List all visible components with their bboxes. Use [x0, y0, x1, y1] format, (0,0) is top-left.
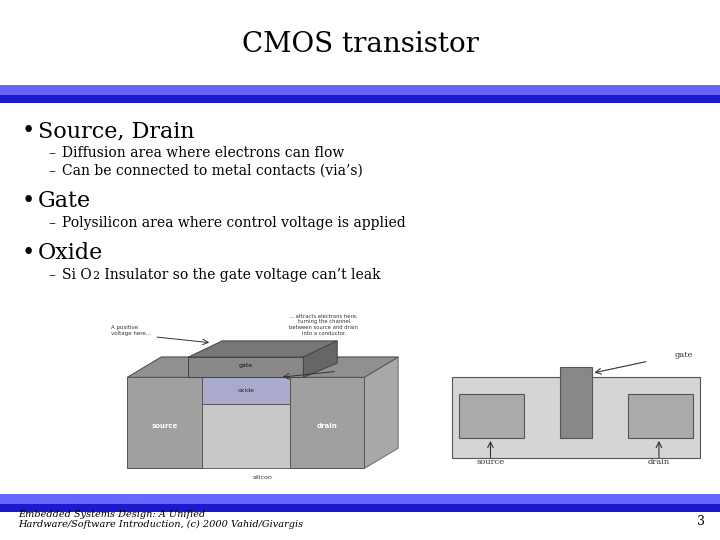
Text: source: source — [477, 458, 505, 467]
Bar — [560, 367, 592, 438]
Text: Polysilicon area where control voltage is applied: Polysilicon area where control voltage i… — [62, 216, 406, 230]
Text: –: – — [48, 164, 55, 178]
Polygon shape — [290, 357, 398, 377]
Bar — [0, 494, 720, 512]
Text: 2: 2 — [92, 271, 99, 281]
Text: Gate: Gate — [38, 190, 91, 212]
Text: –: – — [48, 216, 55, 230]
Text: Source, Drain: Source, Drain — [38, 120, 194, 142]
Text: ... attracts electrons here,
turning the channel
between source and drain
into a: ... attracts electrons here, turning the… — [289, 313, 359, 336]
Polygon shape — [127, 357, 235, 377]
Polygon shape — [202, 357, 324, 377]
Text: –: – — [48, 146, 55, 160]
Text: •: • — [22, 120, 35, 142]
Polygon shape — [290, 377, 364, 468]
Text: A positive
voltage here...: A positive voltage here... — [111, 325, 150, 336]
Text: gate: gate — [674, 351, 693, 359]
Bar — [0, 494, 720, 504]
Bar — [0, 85, 720, 103]
Text: CMOS transistor: CMOS transistor — [242, 31, 478, 58]
Text: silicon: silicon — [253, 475, 273, 480]
Text: drain: drain — [648, 458, 670, 467]
Bar — [459, 394, 524, 438]
Text: Si O: Si O — [62, 268, 91, 282]
Polygon shape — [127, 357, 398, 377]
Text: Diffusion area where electrons can flow: Diffusion area where electrons can flow — [62, 146, 344, 160]
Polygon shape — [189, 341, 337, 357]
Polygon shape — [303, 341, 337, 377]
Text: drain: drain — [317, 423, 338, 429]
Text: Embedded Systems Design: A Unified: Embedded Systems Design: A Unified — [18, 510, 205, 519]
Text: source: source — [151, 423, 178, 429]
Text: Oxide: Oxide — [38, 242, 103, 264]
Text: Insulator so the gate voltage can’t leak: Insulator so the gate voltage can’t leak — [100, 268, 381, 282]
Polygon shape — [127, 377, 202, 468]
Text: Hardware/Software Introduction, (c) 2000 Vahid/Givargis: Hardware/Software Introduction, (c) 2000… — [18, 520, 303, 529]
Text: –: – — [48, 268, 55, 282]
Text: •: • — [22, 190, 35, 212]
Text: •: • — [22, 242, 35, 264]
Polygon shape — [127, 377, 364, 468]
Bar — [451, 377, 701, 458]
Text: gate: gate — [239, 363, 253, 368]
Polygon shape — [202, 377, 290, 404]
Text: 3: 3 — [697, 515, 705, 528]
Text: oxide: oxide — [238, 388, 254, 393]
Polygon shape — [364, 357, 398, 468]
Text: Can be connected to metal contacts (via’s): Can be connected to metal contacts (via’… — [62, 164, 363, 178]
Bar — [0, 85, 720, 95]
Polygon shape — [189, 357, 303, 377]
Bar — [628, 394, 693, 438]
